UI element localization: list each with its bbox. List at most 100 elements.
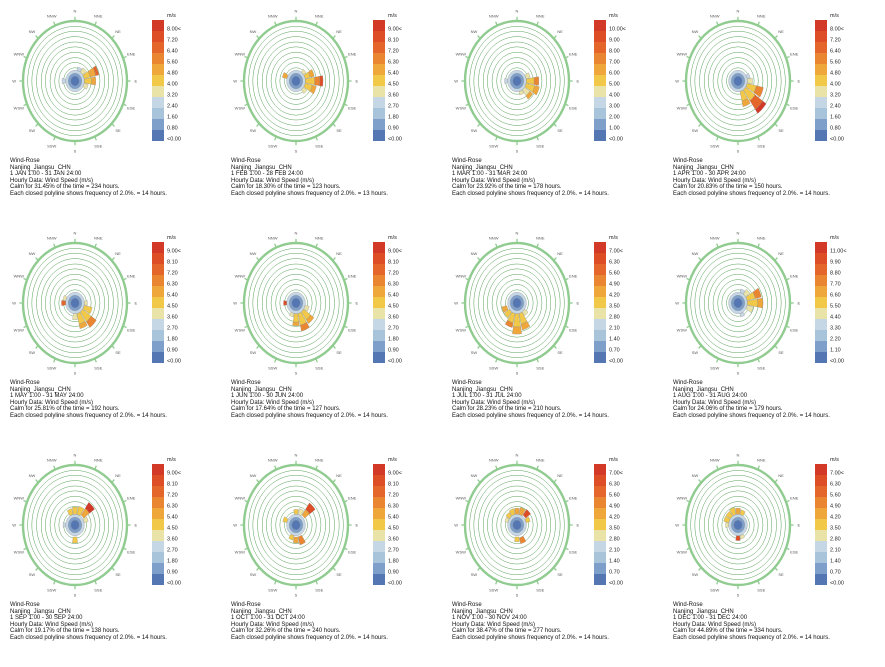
- compass-label: E: [577, 79, 580, 84]
- windrose-petal: [526, 77, 535, 85]
- direction-tick: [53, 136, 56, 141]
- compass-label: SSE: [94, 365, 102, 370]
- caption-line: Hourly Data: Wind Speed (m/s): [10, 177, 94, 184]
- compass-label: W: [12, 301, 16, 306]
- windrose-petal: [91, 76, 96, 86]
- legend-unit-label: m/s: [609, 13, 618, 19]
- compass-label: NNW: [268, 14, 278, 19]
- legend-color-swatch: [815, 242, 827, 253]
- windrose-petal: [62, 295, 68, 301]
- compass-label: NW: [471, 29, 478, 34]
- legend-row: 5.40: [373, 64, 402, 77]
- legend-row: 1.40: [594, 552, 623, 565]
- legend-row: 0.90: [373, 341, 402, 354]
- legend-speed-label: 11.00<: [830, 248, 847, 255]
- legend-color-swatch: [373, 264, 385, 275]
- frequency-ring: [478, 36, 556, 126]
- legend-speed-label: 9.00<: [167, 470, 181, 477]
- frequency-ring: [31, 30, 119, 132]
- plot-row: N NNE NE ENE E ESE SE SSE S SSW SW WSW W WNW NW NNW m/s…: [0, 0, 221, 155]
- direction-tick: [553, 123, 557, 127]
- windrose-panel-nov: N NNE NE ENE E ESE SE SSE S SSW SW WSW W WNW NW NNW m/s…: [442, 444, 663, 666]
- caption-line: Nanjing_Jiangsu_CHN: [673, 164, 734, 171]
- legend-color-swatch: [152, 75, 164, 86]
- legend-color-swatch: [594, 352, 606, 363]
- compass-label: ENE: [127, 274, 136, 279]
- compass-label: S: [295, 593, 298, 598]
- caption-line: Nanjing_Jiangsu_CHN: [231, 386, 292, 393]
- legend-speed-label: 4.20: [609, 514, 620, 521]
- legend-color-swatch: [373, 530, 385, 541]
- frequency-ring: [45, 46, 105, 116]
- direction-tick: [23, 547, 28, 551]
- legend-speed-label: 1.10: [830, 347, 841, 354]
- direction-tick: [122, 103, 127, 107]
- direction-tick: [698, 123, 702, 127]
- legend-speed-label: 0.90: [388, 125, 399, 132]
- compass-label: NNE: [536, 14, 545, 19]
- caption-line: Nanjing_Jiangsu_CHN: [452, 164, 513, 171]
- legend-row: 8.10: [373, 475, 402, 488]
- legend-row: <0.00: [152, 130, 181, 143]
- legend-row: 4.50: [152, 519, 181, 532]
- compass-label: W: [454, 301, 458, 306]
- compass-label: NE: [115, 473, 121, 478]
- compass-label: SE: [557, 572, 563, 577]
- direction-tick: [244, 547, 249, 551]
- compass-label: ESE: [569, 105, 577, 110]
- legend-row: 1.60: [152, 108, 181, 121]
- legend-color-swatch: [594, 319, 606, 330]
- windrose-petal: [725, 511, 733, 520]
- legend-speed-label: <0.00: [609, 358, 623, 365]
- compass-label: E: [135, 301, 138, 306]
- compass-label: ESE: [790, 327, 798, 332]
- compass-label: W: [233, 79, 237, 84]
- legend-color-swatch: [594, 486, 606, 497]
- legend-speed-label: 5.40: [388, 292, 399, 299]
- windrose-panel-jan: N NNE NE ENE E ESE SE SSE S SSW SW WSW W WNW NW NNW m/s…: [0, 0, 221, 222]
- legend-speed-label: 8.10: [388, 37, 399, 44]
- legend-color-swatch: [815, 574, 827, 585]
- plot-row: N NNE NE ENE E ESE SE SSE S SSW SW WSW W WNW NW NNW m/s…: [663, 444, 884, 599]
- direction-tick: [23, 55, 28, 59]
- compass-label: NW: [29, 473, 36, 478]
- caption-line: Each closed polyline shows frequency of …: [10, 634, 167, 641]
- legend-row: 4.20: [594, 286, 623, 299]
- direction-tick: [332, 257, 336, 261]
- legend-speed-label: 0.90: [388, 569, 399, 576]
- legend-speed-label: 9.00<: [388, 26, 402, 33]
- direction-tick: [465, 103, 470, 107]
- windrose-petal: [518, 89, 524, 96]
- compass-label: NW: [250, 29, 257, 34]
- legend-row: 4.00: [815, 75, 844, 88]
- frequency-ring: [248, 26, 344, 136]
- legend-color-swatch: [373, 64, 385, 75]
- legend-row: 4.90: [815, 497, 844, 510]
- plot-row: N NNE NE ENE E ESE SE SSE S SSW SW WSW W WNW NW NNW m/s…: [663, 222, 884, 377]
- caption-line: Hourly Data: Wind Speed (m/s): [673, 399, 757, 406]
- direction-tick: [465, 547, 470, 551]
- direction-tick: [716, 243, 719, 248]
- legend-speed-label: 1.80: [388, 336, 399, 343]
- compass-label: S: [74, 149, 77, 154]
- legend-row: 1.40: [815, 552, 844, 565]
- windrose-petal: [308, 69, 315, 78]
- legend-speed-label: 6.30: [830, 481, 841, 488]
- legend-speed-label: 1.40: [830, 558, 841, 565]
- windrose-petal: [82, 83, 89, 90]
- compass-label: SSW: [268, 365, 277, 370]
- legend-speed-label: 4.20: [609, 292, 620, 299]
- legend-color-swatch: [152, 352, 164, 363]
- legend-row: 8.10: [373, 31, 402, 44]
- compass-label: NE: [115, 29, 121, 34]
- windrose-petal: [84, 77, 92, 85]
- legend-color-swatch: [594, 497, 606, 508]
- frequency-ring: [699, 258, 777, 348]
- direction-tick: [122, 499, 127, 503]
- legend-row: 2.70: [373, 97, 402, 110]
- legend-row: 2.70: [152, 541, 181, 554]
- direction-tick: [343, 55, 348, 59]
- legend-speed-label: 8.10: [388, 259, 399, 266]
- direction-tick: [465, 499, 470, 503]
